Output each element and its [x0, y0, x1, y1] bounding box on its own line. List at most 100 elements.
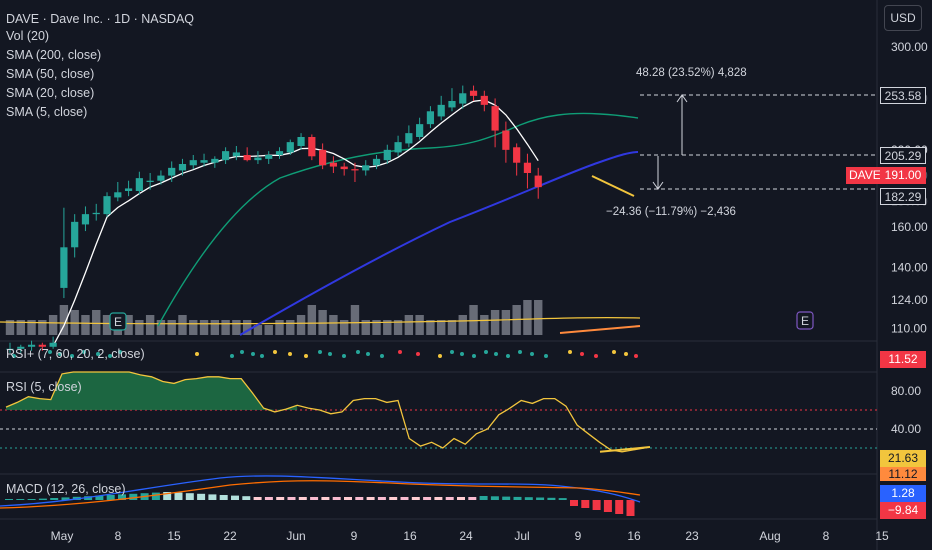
macd-hist-bar [310, 497, 319, 500]
rsi-plus-dot [438, 354, 442, 358]
macd-hist-bar [389, 497, 398, 500]
candle-body [71, 221, 79, 248]
volume-bar [404, 315, 414, 335]
macd-hist-bar [468, 497, 477, 500]
macd-hist-bar [423, 497, 432, 500]
price-tick-140-00: 140.00 [891, 261, 928, 275]
rsi-plus-dot [82, 350, 86, 354]
macd-hist-bar [411, 497, 420, 500]
sma5-line [52, 99, 539, 347]
volume-bar [124, 315, 133, 335]
candle-body [275, 151, 284, 155]
macd-line-value: 1.28 [880, 485, 926, 502]
volume-bar [210, 320, 220, 335]
macd-hist-bar [400, 497, 409, 500]
rsi-plus-dot [580, 352, 584, 356]
volume-bar [426, 320, 435, 335]
legend-vol[interactable]: Vol (20) [6, 29, 50, 43]
macd-signal-line [0, 480, 641, 509]
rsi-plus-dot [460, 352, 464, 356]
macd-hist-bar [332, 497, 341, 500]
macd-signal-value: 11.12 [880, 467, 926, 481]
volume-bar [350, 305, 360, 335]
rsi-plus-dot [96, 352, 100, 356]
candle-body [254, 157, 262, 161]
rsi-plus-dot [594, 354, 598, 358]
candle-body [351, 169, 359, 171]
volume-bar [5, 320, 15, 335]
candle-body [297, 137, 305, 146]
candle-body [222, 151, 230, 161]
rsi-plus-dot [12, 354, 16, 358]
rsi-plus-dot [195, 352, 199, 356]
candle-body [157, 175, 165, 181]
volume-bar [38, 320, 47, 335]
rsi-plus-dot [342, 354, 346, 358]
rsi-label[interactable]: RSI (5, close) [6, 380, 82, 394]
rsi-plus-dot [108, 354, 112, 358]
candle-body [27, 344, 36, 347]
rsi-plus-dot [48, 350, 52, 354]
time-label-9: 9 [575, 529, 582, 543]
candle-body [60, 247, 68, 288]
volume-bar [501, 310, 511, 335]
macd-hist-bar [615, 500, 624, 514]
macd-label[interactable]: MACD (12, 26, close) [6, 482, 126, 496]
volume-bar [70, 310, 79, 335]
volume-bar [415, 315, 424, 335]
chart-title[interactable]: DAVE · Dave Inc. · 1D · NASDAQ [6, 12, 195, 26]
legend-sma50[interactable]: SMA (50, close) [6, 67, 95, 81]
rsi-trendline [599, 446, 651, 453]
volume-bar [242, 320, 252, 335]
macd-hist-bar [434, 497, 443, 500]
currency-button[interactable]: USD [884, 5, 922, 31]
macd-hist-bar [16, 499, 25, 500]
macd-hist-bar [344, 497, 352, 500]
volume-bar [523, 300, 532, 335]
legend-sma200[interactable]: SMA (200, close) [6, 48, 102, 62]
volume-bar [199, 320, 209, 335]
macd-hist-bar [626, 500, 635, 516]
volume-bar [339, 320, 349, 335]
earnings-marker [109, 312, 127, 331]
rsi-plus-dot [288, 352, 292, 356]
time-label-16: 16 [403, 529, 417, 543]
macd-hist-bar [5, 499, 13, 500]
candle-body [437, 104, 445, 117]
candle-body [405, 133, 413, 144]
macd-hist-value: −9.84 [880, 502, 926, 519]
candle-body [178, 164, 187, 171]
volume-bar [232, 320, 241, 335]
volume-bar [102, 315, 112, 335]
time-label-Aug: Aug [759, 529, 780, 543]
volume-bar [81, 315, 90, 335]
time-label-23: 23 [685, 529, 699, 543]
volume-bar [318, 310, 327, 335]
macd-hist-bar [106, 495, 115, 500]
volume-bar [393, 320, 403, 335]
macd-hist-bar [366, 497, 375, 500]
price-label-lower: 182.29 [880, 188, 926, 205]
sma200-segment [559, 325, 641, 334]
volume-bar [286, 320, 295, 335]
candle-body [265, 155, 273, 159]
macd-hist-bar [264, 497, 273, 500]
time-label-May: May [51, 529, 74, 543]
volume-bar [221, 320, 230, 335]
legend-sma5[interactable]: SMA (5, close) [6, 105, 88, 119]
candle-body [168, 167, 176, 176]
rsi-plus-dot [260, 354, 264, 358]
macd-hist-bar [558, 498, 567, 500]
macd-hist-bar [603, 500, 612, 512]
volume-bar [307, 305, 317, 335]
volume-bar [447, 320, 457, 335]
macd-hist-bar [377, 497, 386, 500]
macd-hist-bar [27, 499, 36, 500]
legend-sma20[interactable]: SMA (20, close) [6, 86, 95, 100]
rsi-overbought-fill [6, 372, 298, 410]
volume-bar [27, 320, 36, 335]
rsi-plus-dot [273, 350, 277, 354]
price-tick-300-00: 300.00 [891, 40, 928, 54]
rsi-plus-label[interactable]: RSI+ (7, 60, 20, 2, close) [6, 347, 145, 361]
